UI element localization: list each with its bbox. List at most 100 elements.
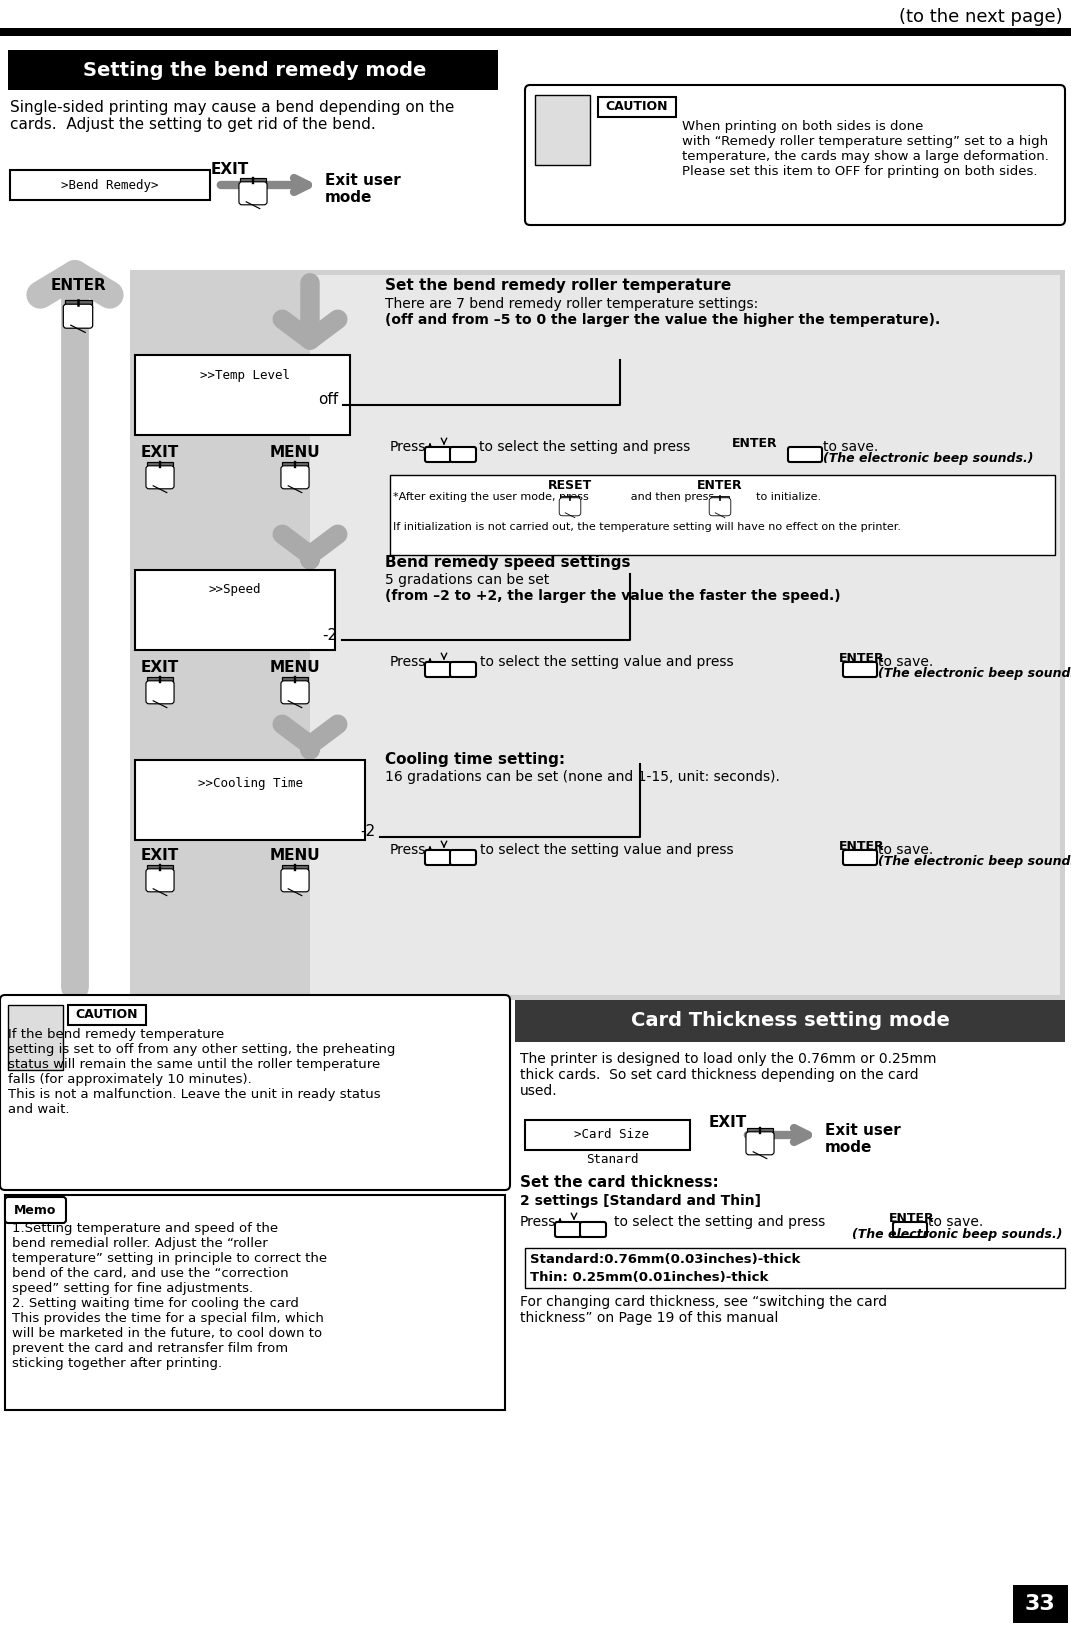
FancyBboxPatch shape xyxy=(146,869,175,892)
FancyBboxPatch shape xyxy=(425,447,451,461)
Text: EXIT: EXIT xyxy=(709,1115,748,1130)
Text: >>Speed: >>Speed xyxy=(209,584,261,597)
Text: Setting the bend remedy mode: Setting the bend remedy mode xyxy=(84,60,426,80)
Text: (The electronic beep sounds.): (The electronic beep sounds.) xyxy=(878,667,1071,680)
Bar xyxy=(240,178,266,184)
Bar xyxy=(135,760,365,839)
Text: Cooling time setting:: Cooling time setting: xyxy=(384,751,565,768)
FancyBboxPatch shape xyxy=(5,1196,66,1222)
FancyBboxPatch shape xyxy=(450,447,476,461)
Bar xyxy=(147,461,172,469)
FancyBboxPatch shape xyxy=(239,183,267,205)
Text: There are 7 bend remedy roller temperature settings:: There are 7 bend remedy roller temperatu… xyxy=(384,297,758,311)
Text: (The electronic beep sounds.): (The electronic beep sounds.) xyxy=(853,1227,1064,1240)
Bar xyxy=(525,1249,1065,1288)
Text: EXIT: EXIT xyxy=(211,161,250,178)
Bar xyxy=(536,95,590,165)
Text: (off and from –5 to 0 the larger the value the higher the temperature).: (off and from –5 to 0 the larger the val… xyxy=(384,313,940,328)
Bar xyxy=(10,170,210,200)
Bar xyxy=(390,474,1055,554)
FancyBboxPatch shape xyxy=(425,849,451,866)
Text: For changing card thickness, see “switching the card
thickness” on Page 19 of th: For changing card thickness, see “switch… xyxy=(521,1294,887,1325)
Text: to save.: to save. xyxy=(878,655,933,668)
FancyBboxPatch shape xyxy=(559,497,580,515)
Text: Bend remedy speed settings: Bend remedy speed settings xyxy=(384,554,631,570)
Bar xyxy=(5,1195,506,1410)
Text: >>Temp Level: >>Temp Level xyxy=(200,368,290,381)
FancyBboxPatch shape xyxy=(63,305,93,328)
Bar xyxy=(283,676,307,685)
FancyBboxPatch shape xyxy=(146,466,175,489)
Text: Stanard: Stanard xyxy=(586,1152,638,1165)
Text: ENTER: ENTER xyxy=(840,839,885,852)
FancyBboxPatch shape xyxy=(745,1131,774,1154)
Text: ENTER: ENTER xyxy=(733,437,778,450)
FancyBboxPatch shape xyxy=(893,1222,927,1237)
Text: Exit user
mode: Exit user mode xyxy=(825,1123,901,1156)
Text: CAUTION: CAUTION xyxy=(76,1009,138,1022)
Text: ENTER: ENTER xyxy=(840,652,885,665)
Text: to select the setting and press: to select the setting and press xyxy=(614,1214,826,1229)
Text: -2: -2 xyxy=(322,628,337,642)
Text: >Card Size: >Card Size xyxy=(574,1128,649,1141)
Text: MENU: MENU xyxy=(270,445,320,460)
Text: ENTER: ENTER xyxy=(697,479,743,492)
Bar xyxy=(598,98,676,117)
Bar xyxy=(135,355,350,435)
Text: The printer is designed to load only the 0.76mm or 0.25mm
thick cards.  So set c: The printer is designed to load only the… xyxy=(521,1051,936,1099)
Text: Set the card thickness:: Set the card thickness: xyxy=(521,1175,719,1190)
Bar xyxy=(130,271,1065,999)
Bar xyxy=(67,1006,146,1025)
FancyBboxPatch shape xyxy=(0,994,510,1190)
Text: Single-sided printing may cause a bend depending on the
cards.  Adjust the setti: Single-sided printing may cause a bend d… xyxy=(10,99,454,132)
Text: ENTER: ENTER xyxy=(889,1213,935,1226)
FancyBboxPatch shape xyxy=(146,681,175,704)
Text: If the bend remedy temperature
setting is set to off from any other setting, the: If the bend remedy temperature setting i… xyxy=(7,1029,395,1117)
Text: Press: Press xyxy=(390,843,426,857)
FancyBboxPatch shape xyxy=(450,849,476,866)
Text: (The electronic beep sounds.): (The electronic beep sounds.) xyxy=(878,856,1071,869)
Bar xyxy=(748,1128,773,1134)
Text: (to the next page): (to the next page) xyxy=(900,8,1064,26)
FancyBboxPatch shape xyxy=(843,849,877,866)
FancyBboxPatch shape xyxy=(281,466,310,489)
FancyBboxPatch shape xyxy=(425,662,451,676)
Text: 33: 33 xyxy=(1025,1594,1055,1614)
Text: to save.: to save. xyxy=(878,843,933,857)
Bar xyxy=(0,28,1071,36)
Text: -2: -2 xyxy=(361,825,376,839)
FancyBboxPatch shape xyxy=(555,1222,580,1237)
Text: Press: Press xyxy=(521,1214,556,1229)
FancyBboxPatch shape xyxy=(788,447,823,461)
Text: >Bend Remedy>: >Bend Remedy> xyxy=(61,179,159,191)
Text: >>Cooling Time: >>Cooling Time xyxy=(197,776,302,789)
Text: Memo: Memo xyxy=(14,1203,56,1216)
Bar xyxy=(283,866,307,872)
FancyBboxPatch shape xyxy=(580,1222,606,1237)
FancyBboxPatch shape xyxy=(450,662,476,676)
FancyBboxPatch shape xyxy=(709,497,730,515)
Bar xyxy=(7,51,498,90)
Text: MENU: MENU xyxy=(270,660,320,675)
Text: MENU: MENU xyxy=(270,848,320,862)
Text: 1.Setting temperature and speed of the
bend remedial roller. Adjust the “roller
: 1.Setting temperature and speed of the b… xyxy=(12,1222,327,1369)
Text: EXIT: EXIT xyxy=(141,445,179,460)
Text: 5 gradations can be set: 5 gradations can be set xyxy=(384,574,549,587)
Text: Exit user
mode: Exit user mode xyxy=(325,173,401,205)
FancyBboxPatch shape xyxy=(843,662,877,676)
Text: Thin: 0.25mm(0.01inches)-thick: Thin: 0.25mm(0.01inches)-thick xyxy=(530,1271,768,1284)
Text: (from –2 to +2, the larger the value the faster the speed.): (from –2 to +2, the larger the value the… xyxy=(384,588,841,603)
Text: *After exiting the user mode, press            and then press            to init: *After exiting the user mode, press and … xyxy=(393,492,821,502)
Text: Card Thickness setting mode: Card Thickness setting mode xyxy=(631,1012,949,1030)
Text: to save.: to save. xyxy=(823,440,878,455)
FancyBboxPatch shape xyxy=(525,85,1065,225)
Bar xyxy=(561,496,579,500)
Text: Press: Press xyxy=(390,655,426,668)
Text: ENTER: ENTER xyxy=(50,279,106,293)
Text: EXIT: EXIT xyxy=(141,848,179,862)
Text: When printing on both sides is done
with “Remedy roller temperature setting” set: When printing on both sides is done with… xyxy=(682,121,1049,178)
Text: to select the setting value and press: to select the setting value and press xyxy=(480,843,734,857)
Text: to select the setting value and press: to select the setting value and press xyxy=(480,655,734,668)
Text: (The electronic beep sounds.): (The electronic beep sounds.) xyxy=(823,452,1034,465)
Bar xyxy=(283,461,307,469)
